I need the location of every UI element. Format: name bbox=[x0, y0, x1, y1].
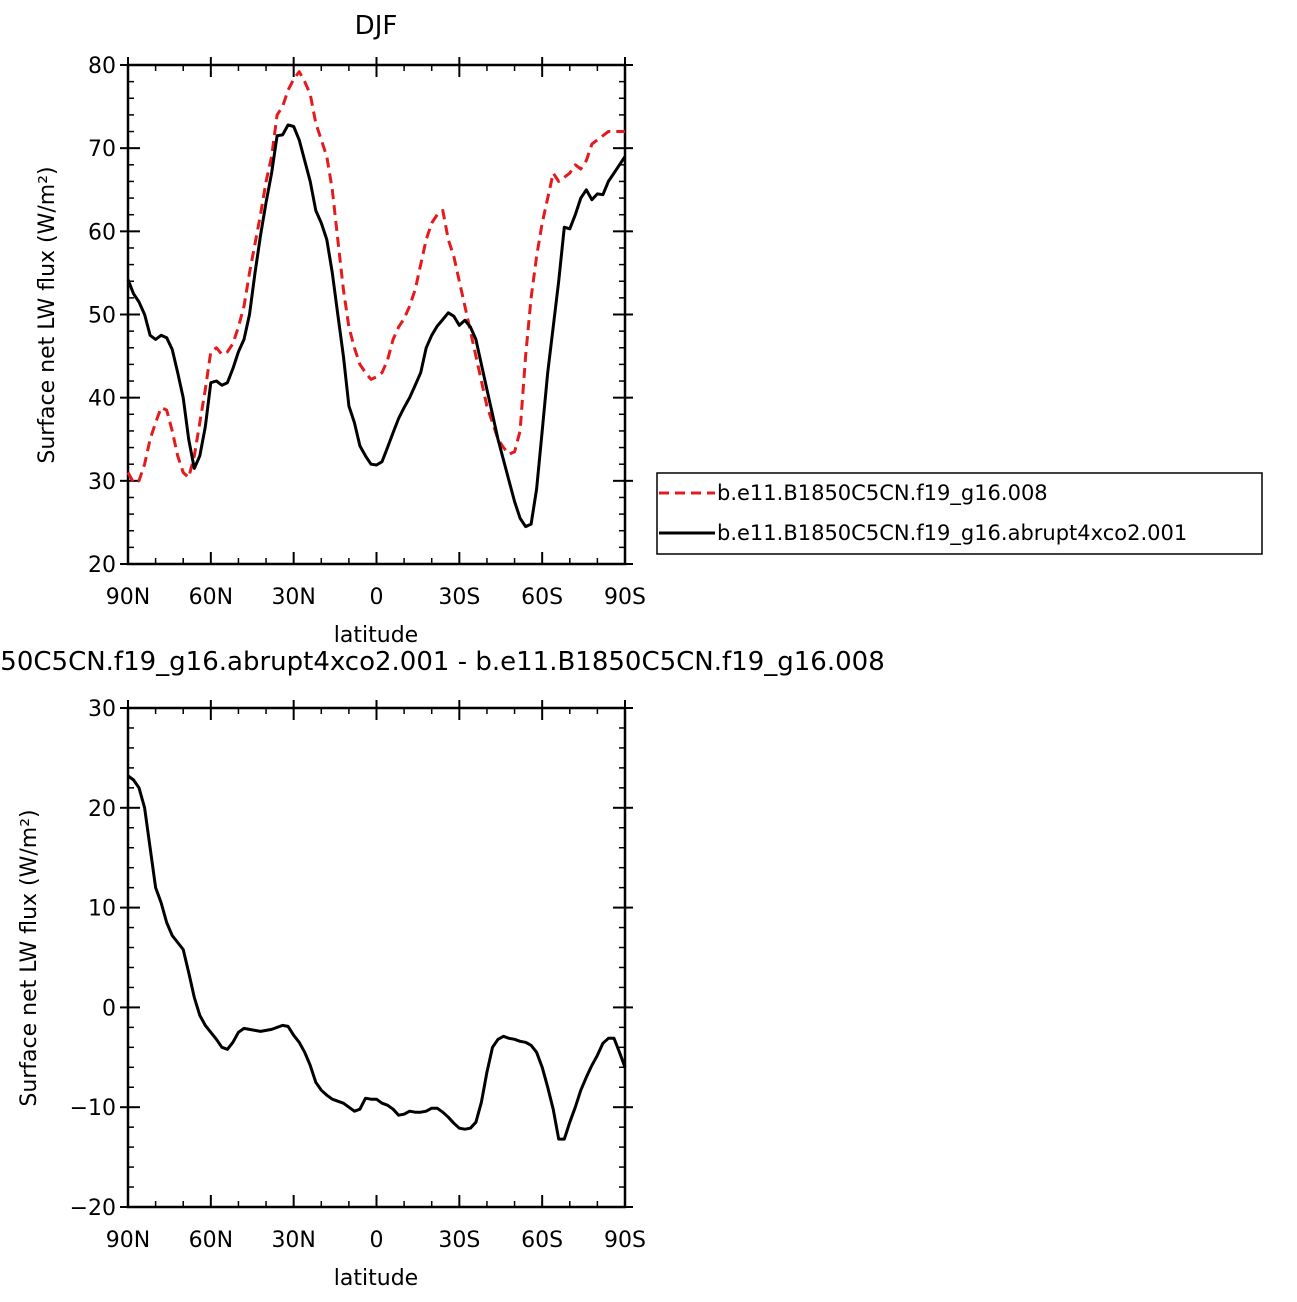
top-x-tick-label: 90N bbox=[106, 585, 150, 610]
top-series-line-1 bbox=[126, 123, 627, 529]
bottom-x-tick-label: 90N bbox=[106, 1228, 150, 1253]
top-y-tick-label: 70 bbox=[88, 137, 116, 162]
bottom-y-tick-label: 20 bbox=[88, 797, 116, 822]
bottom-plot-frame bbox=[126, 706, 627, 1209]
bottom-chart-title: b.e11.B1850C5CN.f19_g16.abrupt4xco2.001 … bbox=[0, 647, 885, 677]
top-x-tick-label: 30S bbox=[438, 585, 480, 610]
top-x-tick-label: 60N bbox=[189, 585, 233, 610]
top-x-tick-label: 30N bbox=[271, 585, 315, 610]
bottom-x-tick-label: 0 bbox=[370, 1228, 384, 1253]
top-y-tick-label: 80 bbox=[88, 54, 116, 79]
top-y-tick-label: 30 bbox=[88, 470, 116, 495]
bottom-y-axis-label: Surface net LW flux (W/m²) bbox=[17, 809, 42, 1106]
top-y-tick-label: 50 bbox=[88, 304, 116, 329]
top-y-tick-label: 20 bbox=[88, 553, 116, 578]
top-x-tick-label: 60S bbox=[521, 585, 563, 610]
legend-label-abrupt4xco2: b.e11.B1850C5CN.f19_g16.abrupt4xco2.001 bbox=[717, 521, 1187, 546]
bottom-series-line-0 bbox=[127, 774, 627, 1141]
bottom-x-tick-label: 30S bbox=[438, 1228, 480, 1253]
bottom-y-tick-label: 30 bbox=[88, 697, 116, 722]
bottom-axis-ticks: 90N 60N 30N 0 30S 60S 90S −20 −10 0 10 20 30 bbox=[70, 697, 646, 1253]
top-series-line-0 bbox=[126, 70, 625, 484]
bottom-x-tick-label: 90S bbox=[604, 1228, 646, 1253]
top-series-group bbox=[126, 70, 627, 529]
bottom-x-tick-label: 60N bbox=[189, 1228, 233, 1253]
legend-box bbox=[656, 472, 1263, 555]
top-axis-ticks: 90N 60N 30N 0 30S 60S 90S 20 30 40 50 60 70 80 bbox=[88, 54, 646, 610]
bottom-x-axis-label: latitude bbox=[334, 1266, 418, 1291]
top-y-tick-label: 40 bbox=[88, 387, 116, 412]
top-x-tick-label: 0 bbox=[370, 585, 384, 610]
top-y-axis-label: Surface net LW flux (W/m²) bbox=[35, 166, 60, 463]
top-y-tick-label: 60 bbox=[88, 220, 116, 245]
legend: b.e11.B1850C5CN.f19_g16.008 b.e11.B1850C… bbox=[656, 472, 1263, 555]
bottom-y-tick-label: 0 bbox=[102, 996, 116, 1021]
djf-panel: DJF 90N 60N 30N 0 30S 60S 90S 20 30 40 50 60 70 80 la… bbox=[35, 11, 646, 648]
bottom-y-tick-label: 10 bbox=[88, 897, 116, 922]
bottom-x-tick-label: 30N bbox=[271, 1228, 315, 1253]
top-plot-frame bbox=[126, 63, 627, 566]
bottom-x-tick-label: 60S bbox=[521, 1228, 563, 1253]
bottom-y-tick-label: −20 bbox=[70, 1196, 116, 1221]
bottom-series-group bbox=[127, 774, 627, 1141]
bottom-y-tick-label: −10 bbox=[70, 1096, 116, 1121]
legend-label-control: b.e11.B1850C5CN.f19_g16.008 bbox=[717, 481, 1048, 506]
top-chart-title: DJF bbox=[355, 11, 398, 41]
top-x-axis-label: latitude bbox=[334, 623, 418, 648]
top-x-tick-label: 90S bbox=[604, 585, 646, 610]
difference-panel: b.e11.B1850C5CN.f19_g16.abrupt4xco2.001 … bbox=[0, 647, 885, 1291]
